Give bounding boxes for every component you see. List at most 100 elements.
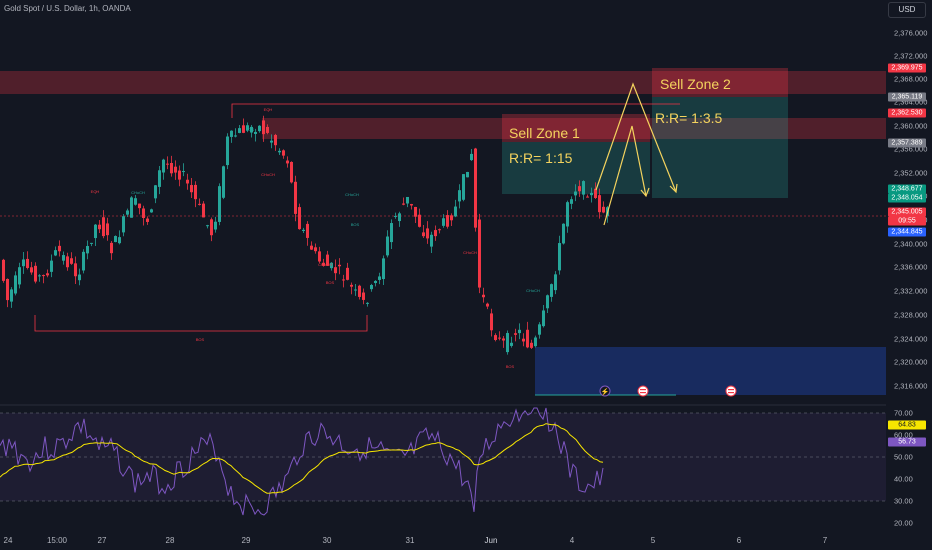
sell-zone-2-stop-box	[652, 68, 788, 97]
candle-body	[242, 125, 245, 133]
candle-body	[318, 251, 321, 262]
candle-body	[266, 126, 269, 133]
candle-body	[174, 166, 177, 173]
candle-body	[338, 264, 341, 267]
candle-body	[302, 229, 305, 231]
candle-body	[202, 203, 205, 218]
choch-label: CHoCH	[318, 262, 332, 267]
candle-body	[222, 166, 225, 198]
bos-label: BOS	[351, 222, 360, 227]
price-tick: 2,328.000	[894, 310, 928, 320]
candle-body	[90, 242, 93, 244]
candle-body	[582, 181, 585, 195]
candle-body	[482, 294, 485, 298]
time-tick: 31	[405, 536, 415, 545]
candle-body	[378, 276, 381, 280]
resistance-zone-upper	[0, 71, 886, 94]
candle-body	[50, 260, 53, 272]
candle-body	[102, 217, 105, 237]
candle-body	[518, 329, 521, 334]
rsi-badge: 64.83	[888, 420, 926, 430]
time-axis[interactable]: 24 15:00 27 28 29 30 31 Jun 4 5 6 7	[0, 530, 886, 550]
candle-body	[586, 196, 589, 198]
price-axis[interactable]: 2,376.000 2,372.000 2,368.000 2,364.000 2,36…	[886, 0, 932, 405]
candle-body	[98, 224, 101, 230]
bos-label: BOS	[246, 127, 255, 132]
candle-body	[110, 242, 113, 254]
choch-label: CHoCH	[261, 172, 275, 177]
rsi-ma-line	[0, 423, 604, 494]
price-tick: 2,340.000	[894, 239, 928, 249]
resistance-zone-lower	[262, 118, 886, 139]
candle-body	[138, 203, 141, 209]
candle-body	[406, 196, 409, 204]
candle-body	[362, 292, 365, 300]
candle-body	[526, 329, 529, 348]
time-tick: 15:00	[46, 536, 68, 545]
candle-body	[42, 275, 45, 277]
candle-body	[486, 303, 489, 307]
rsi-axis[interactable]: 70.00 60.00 50.00 40.00 30.00 20.00	[886, 405, 932, 530]
candle-body	[270, 140, 273, 143]
rsi-tick: 20.00	[894, 518, 913, 528]
candle-body	[10, 289, 13, 302]
sell-zone-2-target-box	[652, 97, 788, 198]
price-tick: 2,376.000	[894, 28, 928, 38]
flash-event-icon[interactable]: ⚡	[599, 385, 611, 397]
time-tick: 27	[97, 536, 107, 545]
candle-body	[82, 251, 85, 271]
candle-body	[366, 302, 369, 304]
candle-body	[122, 216, 125, 233]
candle-body	[462, 174, 465, 200]
candle-body	[114, 236, 117, 243]
choch-label: CHoCH	[526, 288, 540, 293]
candle-body	[286, 160, 289, 164]
candle-body	[502, 338, 505, 341]
time-tick: 28	[165, 536, 175, 545]
candle-body	[190, 185, 193, 193]
price-badge: 2,362.530	[888, 108, 926, 118]
candle-body	[334, 267, 337, 274]
candle-body	[290, 161, 293, 183]
candle-body	[314, 247, 317, 252]
eqh-label: EQH	[91, 189, 100, 194]
us-flag-event-icon[interactable]	[637, 385, 649, 397]
candle-body	[354, 289, 357, 291]
candle-body	[78, 274, 81, 281]
demand-zone	[535, 347, 886, 395]
price-tick: 2,352.000	[894, 168, 928, 178]
candle-body	[598, 195, 601, 213]
candle-body	[130, 197, 133, 218]
candle-body	[2, 259, 5, 281]
candle-body	[522, 338, 525, 342]
candle-body	[326, 254, 329, 266]
price-badge: 09:55	[888, 216, 926, 226]
candle-body	[170, 163, 173, 174]
candle-body	[34, 265, 37, 282]
candle-body	[146, 218, 149, 222]
candle-body	[26, 258, 29, 268]
price-badge: 2,365.119	[888, 92, 926, 102]
symbol-title: Gold Spot / U.S. Dollar, 1h, OANDA	[4, 4, 131, 13]
candle-body	[282, 150, 285, 156]
rsi-tick: 60.00	[894, 430, 913, 440]
price-tick: 2,372.000	[894, 51, 928, 61]
candle-body	[66, 256, 69, 268]
candle-body	[30, 267, 33, 273]
price-chart[interactable]: BOS BOS BOS BOS BOS CHoCH CHoCH CHoCH CHoCH CHoCH…	[0, 0, 886, 530]
candle-body	[574, 191, 577, 196]
candle-body	[74, 263, 77, 277]
us-flag-event-icon[interactable]	[725, 385, 737, 397]
bos-label: BOS	[196, 337, 205, 342]
candle-body	[250, 126, 253, 133]
currency-button[interactable]: USD	[888, 2, 926, 18]
candle-body	[562, 223, 565, 244]
candle-body	[506, 333, 509, 353]
candle-body	[198, 203, 201, 205]
candle-body	[478, 219, 481, 288]
candle-body	[370, 285, 373, 290]
time-tick: 4	[569, 536, 575, 545]
price-tick: 2,364.000	[894, 97, 928, 107]
projection-arrows	[595, 82, 678, 226]
candle-body	[246, 125, 249, 131]
